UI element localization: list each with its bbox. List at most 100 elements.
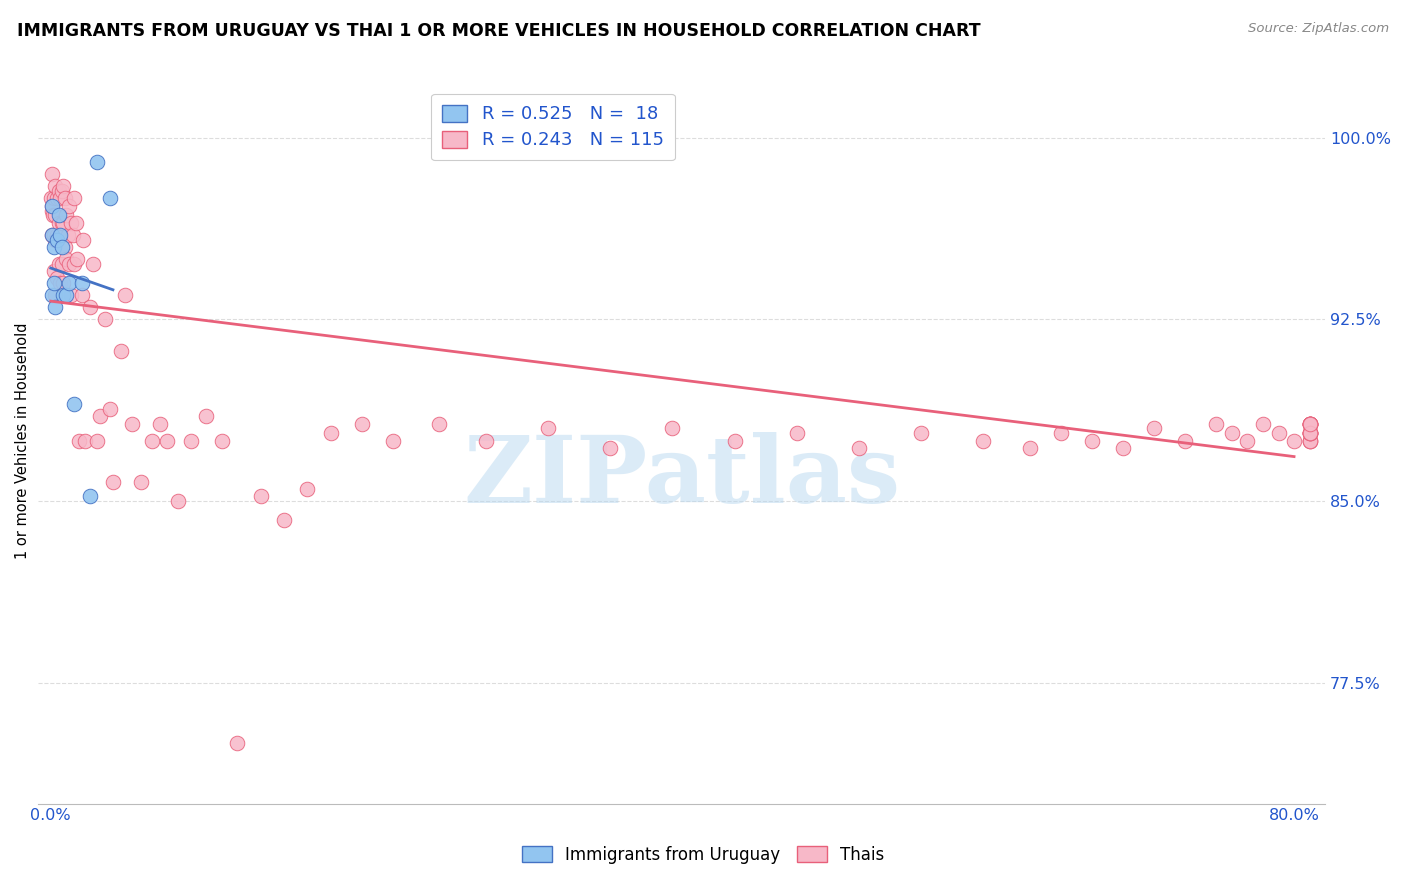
Point: [1298, 417, 1320, 431]
Point: [350, 417, 373, 431]
Point: [537, 421, 560, 435]
Text: IMMIGRANTS FROM URUGUAY VS THAI 1 OR MORE VEHICLES IN HOUSEHOLD CORRELATION CHAR: IMMIGRANTS FROM URUGUAY VS THAI 1 OR MOR…: [17, 22, 980, 40]
Point: [148, 417, 170, 431]
Text: Source: ZipAtlas.com: Source: ZipAtlas.com: [1249, 22, 1389, 36]
Point: [41, 288, 63, 302]
Point: [51, 184, 73, 198]
Point: [1081, 434, 1104, 448]
Point: [319, 426, 342, 441]
Point: [46, 233, 69, 247]
Point: [381, 434, 404, 448]
Point: [48, 216, 70, 230]
Point: [51, 216, 73, 230]
Point: [1205, 417, 1227, 431]
Legend: R = 0.525   N =  18, R = 0.243   N = 115: R = 0.525 N = 18, R = 0.243 N = 115: [432, 94, 675, 161]
Point: [141, 434, 163, 448]
Point: [58, 199, 80, 213]
Point: [475, 434, 498, 448]
Point: [55, 288, 77, 302]
Point: [67, 434, 90, 448]
Point: [1298, 417, 1320, 431]
Point: [63, 397, 86, 411]
Point: [44, 208, 66, 222]
Point: [49, 191, 72, 205]
Point: [48, 257, 70, 271]
Point: [1174, 434, 1197, 448]
Point: [65, 216, 87, 230]
Point: [52, 276, 75, 290]
Point: [49, 227, 72, 242]
Point: [41, 199, 63, 213]
Point: [70, 288, 93, 302]
Point: [62, 227, 84, 242]
Point: [52, 179, 75, 194]
Point: [98, 191, 121, 205]
Point: [1298, 417, 1320, 431]
Point: [226, 736, 249, 750]
Point: [46, 271, 69, 285]
Point: [1220, 426, 1243, 441]
Point: [86, 434, 108, 448]
Point: [1298, 426, 1320, 441]
Point: [42, 227, 65, 242]
Point: [82, 257, 104, 271]
Point: [129, 475, 152, 489]
Point: [72, 233, 94, 247]
Point: [211, 434, 233, 448]
Point: [59, 216, 82, 230]
Point: [79, 301, 101, 315]
Legend: Immigrants from Uruguay, Thais: Immigrants from Uruguay, Thais: [515, 839, 891, 871]
Point: [1298, 426, 1320, 441]
Point: [1298, 426, 1320, 441]
Point: [121, 417, 143, 431]
Point: [1298, 417, 1320, 431]
Point: [786, 426, 808, 441]
Point: [59, 288, 82, 302]
Point: [1112, 441, 1135, 455]
Point: [723, 434, 745, 448]
Point: [41, 203, 63, 218]
Point: [44, 288, 66, 302]
Point: [599, 441, 621, 455]
Point: [41, 227, 63, 242]
Point: [49, 227, 72, 242]
Point: [910, 426, 932, 441]
Point: [180, 434, 202, 448]
Point: [1282, 434, 1305, 448]
Point: [42, 208, 65, 222]
Point: [44, 179, 66, 194]
Point: [110, 343, 132, 358]
Point: [249, 489, 271, 503]
Point: [1298, 417, 1320, 431]
Point: [42, 264, 65, 278]
Point: [52, 216, 75, 230]
Text: ZIPatlas: ZIPatlas: [463, 432, 900, 522]
Point: [1298, 426, 1320, 441]
Point: [1143, 421, 1166, 435]
Point: [49, 276, 72, 290]
Point: [66, 252, 89, 266]
Point: [1298, 417, 1320, 431]
Point: [89, 409, 111, 424]
Point: [972, 434, 994, 448]
Point: [848, 441, 870, 455]
Point: [79, 489, 101, 503]
Point: [114, 288, 136, 302]
Point: [427, 417, 450, 431]
Point: [55, 208, 77, 222]
Point: [63, 191, 86, 205]
Point: [1298, 434, 1320, 448]
Point: [295, 482, 318, 496]
Y-axis label: 1 or more Vehicles in Household: 1 or more Vehicles in Household: [15, 322, 30, 558]
Point: [46, 227, 69, 242]
Point: [51, 240, 73, 254]
Point: [44, 233, 66, 247]
Point: [46, 191, 69, 205]
Point: [53, 240, 76, 254]
Point: [1018, 441, 1040, 455]
Point: [42, 276, 65, 290]
Point: [1298, 426, 1320, 441]
Point: [1298, 434, 1320, 448]
Point: [73, 434, 96, 448]
Point: [1236, 434, 1258, 448]
